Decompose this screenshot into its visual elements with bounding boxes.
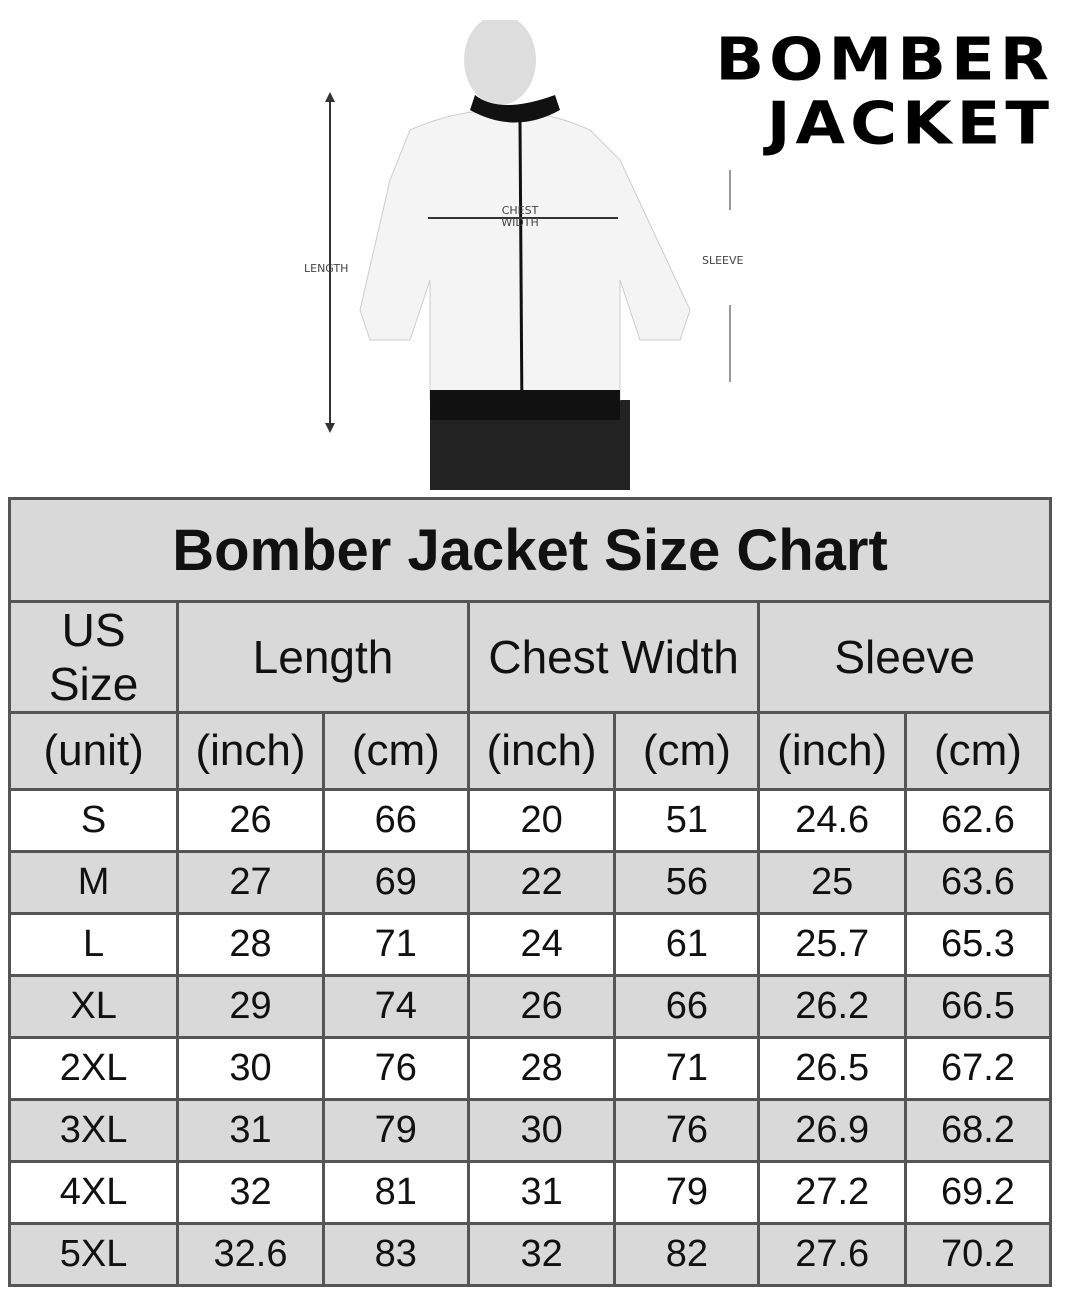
value-cell: 29 bbox=[176, 974, 325, 1039]
size-cell: L bbox=[7, 912, 180, 977]
value-cell: 26.5 bbox=[757, 1036, 907, 1101]
value-cell: 67.2 bbox=[903, 1036, 1053, 1101]
table-row: 2XL 30 76 28 71 26.5 67.2 bbox=[7, 1036, 1053, 1101]
unit-cell: (cm) bbox=[903, 711, 1053, 791]
jacket-body bbox=[359, 109, 691, 401]
value-cell: 28 bbox=[466, 1036, 617, 1101]
value-cell: 20 bbox=[466, 788, 617, 853]
value-cell: 27.2 bbox=[757, 1160, 907, 1225]
column-header: Length bbox=[176, 600, 470, 714]
value-cell: 70.2 bbox=[903, 1222, 1053, 1287]
value-cell: 63.6 bbox=[903, 850, 1053, 915]
chest-label-1: CHEST bbox=[502, 204, 539, 217]
value-cell: 25 bbox=[757, 850, 907, 915]
value-cell: 76 bbox=[613, 1098, 761, 1163]
value-cell: 66.5 bbox=[903, 974, 1053, 1039]
column-header: Chest Width bbox=[466, 600, 761, 714]
size-chart-table: Bomber Jacket Size Chart US Size Length Ch… bbox=[7, 497, 1053, 1287]
value-cell: 27 bbox=[176, 850, 325, 915]
size-cell: 4XL bbox=[7, 1160, 180, 1225]
zipper bbox=[518, 119, 524, 421]
size-cell: 2XL bbox=[7, 1036, 180, 1101]
value-cell: 32 bbox=[176, 1160, 325, 1225]
value-cell: 56 bbox=[613, 850, 761, 915]
value-cell: 79 bbox=[321, 1098, 470, 1163]
table-row: XL 29 74 26 66 26.2 66.5 bbox=[7, 974, 1053, 1039]
value-cell: 71 bbox=[613, 1036, 761, 1101]
size-cell: M bbox=[7, 850, 180, 915]
size-cell: S bbox=[7, 788, 180, 853]
value-cell: 83 bbox=[321, 1222, 470, 1287]
value-cell: 26 bbox=[466, 974, 617, 1039]
value-cell: 24.6 bbox=[757, 788, 907, 853]
value-cell: 71 bbox=[321, 912, 470, 977]
value-cell: 76 bbox=[321, 1036, 470, 1101]
value-cell: 30 bbox=[176, 1036, 325, 1101]
value-cell: 27.6 bbox=[757, 1222, 907, 1287]
value-cell: 25.7 bbox=[757, 912, 907, 977]
collar bbox=[470, 95, 560, 123]
sleeve-label: SLEEVE bbox=[702, 254, 744, 267]
table-row: 5XL 32.6 83 32 82 27.6 70.2 bbox=[7, 1222, 1053, 1287]
brand-title: BOMBER JACKET bbox=[715, 28, 1054, 156]
size-cell: 5XL bbox=[7, 1222, 180, 1287]
length-label: LENGTH bbox=[304, 262, 348, 275]
value-cell: 66 bbox=[321, 788, 470, 853]
unit-cell: (cm) bbox=[321, 711, 470, 791]
value-cell: 31 bbox=[176, 1098, 325, 1163]
size-cell: 3XL bbox=[7, 1098, 180, 1163]
value-cell: 81 bbox=[321, 1160, 470, 1225]
table-row: S 26 66 20 51 24.6 62.6 bbox=[7, 788, 1053, 853]
table-row: M 27 69 22 56 25 63.6 bbox=[7, 850, 1053, 915]
size-cell: XL bbox=[7, 974, 180, 1039]
unit-cell: (inch) bbox=[757, 711, 907, 791]
value-cell: 31 bbox=[466, 1160, 617, 1225]
value-cell: 51 bbox=[613, 788, 761, 853]
value-cell: 69 bbox=[321, 850, 470, 915]
value-cell: 32.6 bbox=[176, 1222, 325, 1287]
value-cell: 65.3 bbox=[903, 912, 1053, 977]
value-cell: 22 bbox=[466, 850, 617, 915]
value-cell: 26 bbox=[176, 788, 325, 853]
table-row: 3XL 31 79 30 76 26.9 68.2 bbox=[7, 1098, 1053, 1163]
value-cell: 69.2 bbox=[903, 1160, 1053, 1225]
column-header: Sleeve bbox=[757, 600, 1052, 714]
chest-label-2: WIDTH bbox=[501, 216, 539, 229]
value-cell: 74 bbox=[321, 974, 470, 1039]
column-header: US Size bbox=[7, 600, 180, 714]
value-cell: 62.6 bbox=[903, 788, 1053, 853]
table-row: L 28 71 24 61 25.7 65.3 bbox=[7, 912, 1053, 977]
unit-cell: (inch) bbox=[176, 711, 325, 791]
brand-line-2: JACKET bbox=[766, 89, 1054, 159]
unit-cell: (unit) bbox=[7, 711, 180, 791]
value-cell: 26.2 bbox=[757, 974, 907, 1039]
value-cell: 24 bbox=[466, 912, 617, 977]
value-cell: 79 bbox=[613, 1160, 761, 1225]
waistband bbox=[430, 390, 620, 420]
value-cell: 26.9 bbox=[757, 1098, 907, 1163]
unit-cell: (inch) bbox=[466, 711, 617, 791]
value-cell: 30 bbox=[466, 1098, 617, 1163]
table-row: 4XL 32 81 31 79 27.2 69.2 bbox=[7, 1160, 1053, 1225]
mannequin-head bbox=[464, 20, 536, 105]
jacket-illustration: LENGTH CHEST WIDTH SLEEVE bbox=[304, 20, 744, 490]
value-cell: 28 bbox=[176, 912, 325, 977]
value-cell: 61 bbox=[613, 912, 761, 977]
value-cell: 68.2 bbox=[903, 1098, 1053, 1163]
table-title: Bomber Jacket Size Chart bbox=[8, 497, 1052, 603]
value-cell: 32 bbox=[466, 1222, 617, 1287]
brand-line-1: BOMBER bbox=[715, 25, 1054, 95]
value-cell: 82 bbox=[613, 1222, 761, 1287]
unit-cell: (cm) bbox=[613, 711, 761, 791]
value-cell: 66 bbox=[613, 974, 761, 1039]
